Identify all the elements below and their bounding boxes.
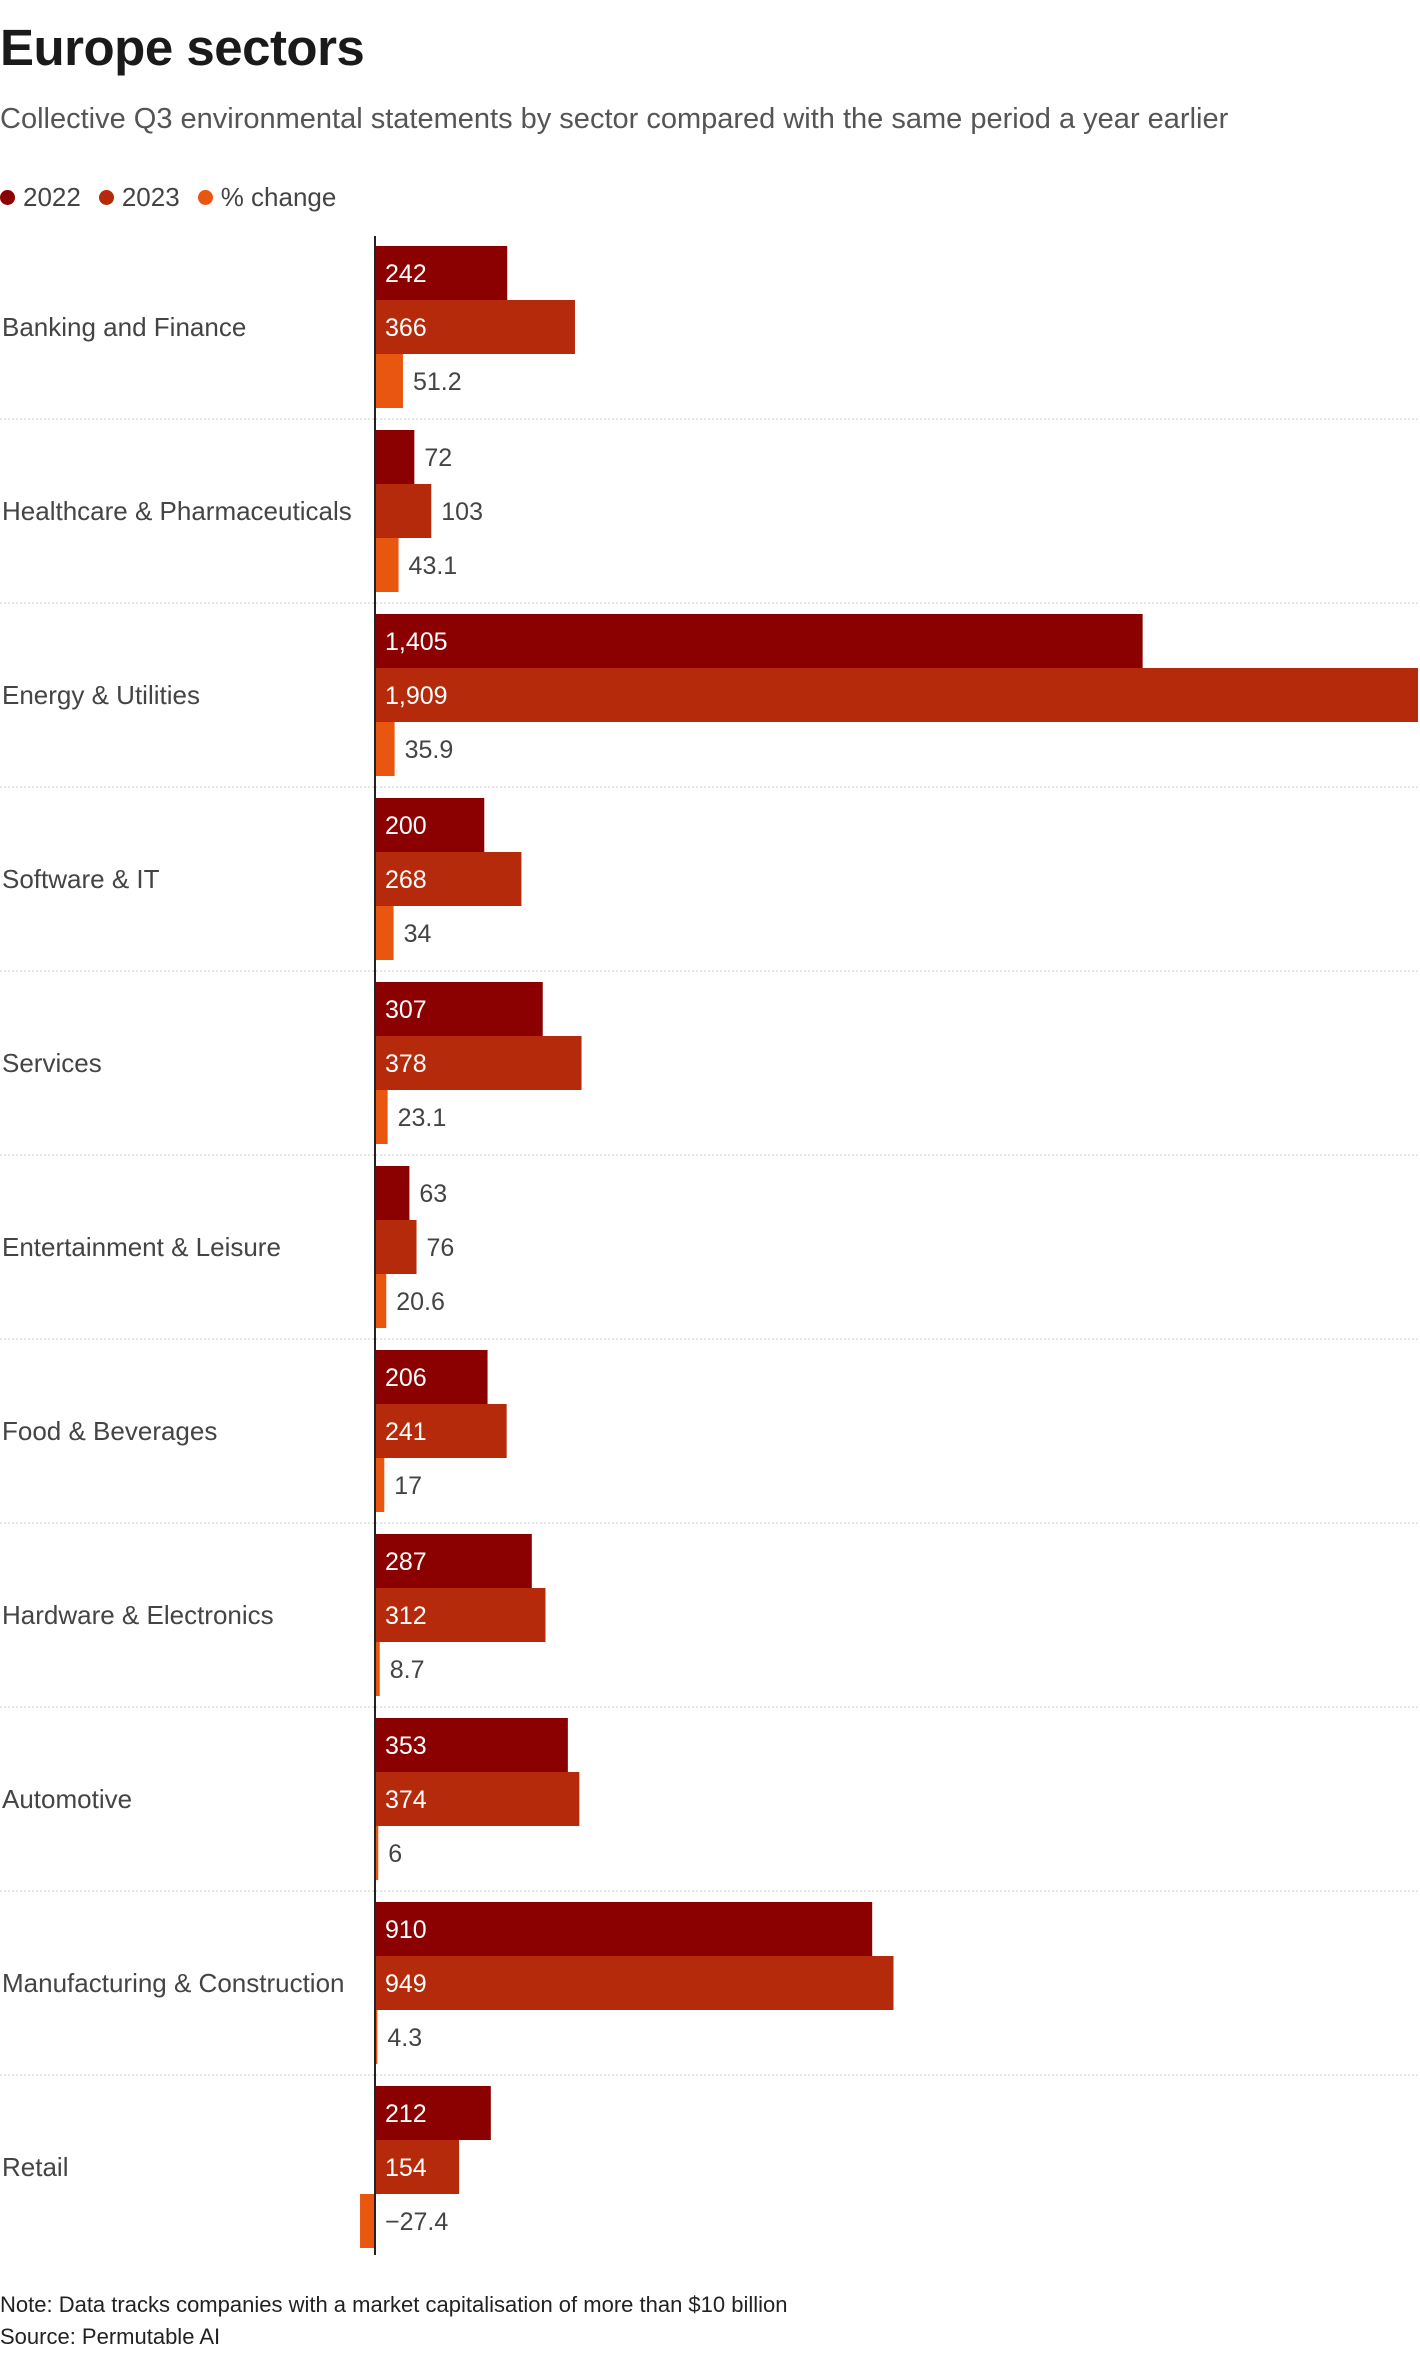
- data-label-2023-software-it: 268: [385, 866, 427, 894]
- legend: 2022 2023 % change: [0, 182, 336, 213]
- data-label-2022-automotive: 353: [385, 1732, 427, 1760]
- bar-2022-energy-utilities: [375, 614, 1143, 668]
- bar-2023-manufacturing-construction: [375, 1956, 894, 2010]
- legend-item-2022: 2022: [0, 182, 81, 213]
- legend-swatch-pct-change: [197, 190, 213, 205]
- category-label-software-it: Software & IT: [2, 864, 160, 894]
- bar-2023-hardware-electronics: [375, 1588, 546, 1642]
- bar-2023-food-beverages: [375, 1404, 507, 1458]
- data-label-2023-food-beverages: 241: [385, 1418, 427, 1446]
- data-label-2023-automotive: 374: [385, 1786, 427, 1814]
- category-label-services: Services: [2, 1048, 102, 1078]
- data-label-2022-entertainment-leisure: 63: [419, 1180, 447, 1208]
- bar-2022-hardware-electronics: [375, 1534, 532, 1588]
- chart-note: Note: Data tracks companies with a marke…: [0, 2292, 788, 2317]
- bar-2022-manufacturing-construction: [375, 1902, 873, 1956]
- bar-change-banking-and-finance: [375, 354, 403, 408]
- data-label-2022-hardware-electronics: 287: [385, 1548, 427, 1576]
- category-label-entertainment-leisure: Entertainment & Leisure: [2, 1232, 281, 1262]
- bar-2023-entertainment-leisure: [375, 1220, 417, 1274]
- chart-subtitle: Collective Q3 environmental statements b…: [0, 103, 1229, 135]
- data-label-change-energy-utilities: 35.9: [405, 736, 454, 764]
- chart-title: Europe sectors: [0, 19, 365, 76]
- bar-chart: Banking and Finance 242 366 51.2 Healthcare …: [0, 236, 1420, 2255]
- data-label-change-software-it: 34: [404, 920, 432, 948]
- data-label-change-food-beverages: 17: [394, 1472, 422, 1500]
- category-label-retail: Retail: [2, 2152, 68, 2182]
- bar-2022-food-beverages: [375, 1350, 488, 1404]
- data-label-2023-services: 378: [385, 1050, 427, 1078]
- data-label-2023-hardware-electronics: 312: [385, 1602, 427, 1630]
- data-label-change-entertainment-leisure: 20.6: [396, 1288, 445, 1316]
- bar-2022-entertainment-leisure: [375, 1166, 410, 1220]
- bar-2022-software-it: [375, 798, 485, 852]
- category-label-banking-and-finance: Banking and Finance: [2, 312, 246, 342]
- data-label-change-services: 23.1: [398, 1104, 447, 1132]
- data-label-change-manufacturing-construction: 4.3: [387, 2024, 422, 2052]
- category-label-automotive: Automotive: [2, 1784, 132, 1814]
- legend-item-2023: 2023: [98, 182, 180, 213]
- bar-change-automotive: [375, 1826, 379, 1880]
- data-label-change-banking-and-finance: 51.2: [413, 368, 462, 396]
- bar-2023-services: [375, 1036, 582, 1090]
- bar-2022-automotive: [375, 1718, 568, 1772]
- data-label-2023-banking-and-finance: 366: [385, 314, 427, 342]
- data-label-change-healthcare-pharmaceuticals: 43.1: [409, 552, 458, 580]
- bar-change-hardware-electronics: [375, 1642, 380, 1696]
- bar-2022-retail: [375, 2086, 491, 2140]
- bar-2023-energy-utilities: [375, 668, 1418, 722]
- data-label-change-hardware-electronics: 8.7: [390, 1656, 425, 1684]
- legend-label-2022: 2022: [23, 182, 81, 212]
- category-label-food-beverages: Food & Beverages: [2, 1416, 217, 1446]
- legend-item-pct-change: % change: [197, 182, 337, 213]
- bar-change-retail: [360, 2194, 375, 2248]
- bar-2022-healthcare-pharmaceuticals: [375, 430, 415, 484]
- data-label-2022-banking-and-finance: 242: [385, 260, 427, 288]
- data-label-2022-retail: 212: [385, 2100, 427, 2128]
- data-label-2022-manufacturing-construction: 910: [385, 1916, 427, 1944]
- bar-change-software-it: [375, 906, 394, 960]
- bar-2022-banking-and-finance: [375, 246, 508, 300]
- legend-label-pct-change: % change: [220, 182, 337, 212]
- bar-2023-banking-and-finance: [375, 300, 575, 354]
- data-label-2023-manufacturing-construction: 949: [385, 1970, 427, 1998]
- legend-swatch-2023: [98, 190, 114, 205]
- data-label-2022-energy-utilities: 1,405: [385, 628, 448, 656]
- legend-label-2023: 2023: [121, 182, 180, 212]
- bar-change-entertainment-leisure: [375, 1274, 387, 1328]
- data-label-2023-healthcare-pharmaceuticals: 103: [441, 498, 483, 526]
- legend-swatch-2022: [0, 190, 15, 205]
- bar-change-energy-utilities: [375, 722, 395, 776]
- data-label-change-automotive: 6: [388, 1840, 402, 1868]
- bar-change-services: [375, 1090, 388, 1144]
- data-label-2022-software-it: 200: [385, 812, 427, 840]
- data-label-2022-food-beverages: 206: [385, 1364, 427, 1392]
- bar-2022-services: [375, 982, 543, 1036]
- data-label-2023-entertainment-leisure: 76: [427, 1234, 455, 1262]
- bar-change-manufacturing-construction: [375, 2010, 378, 2064]
- bar-2023-retail: [375, 2140, 460, 2194]
- data-label-2022-services: 307: [385, 996, 427, 1024]
- bar-change-food-beverages: [375, 1458, 385, 1512]
- chart-source: Source: Permutable AI: [0, 2324, 221, 2349]
- bar-2023-healthcare-pharmaceuticals: [375, 484, 432, 538]
- category-label-healthcare-pharmaceuticals: Healthcare & Pharmaceuticals: [2, 496, 352, 526]
- data-label-2023-energy-utilities: 1,909: [385, 682, 448, 710]
- category-label-hardware-electronics: Hardware & Electronics: [2, 1600, 274, 1630]
- data-label-2023-retail: 154: [385, 2154, 427, 2182]
- data-label-2022-healthcare-pharmaceuticals: 72: [424, 444, 452, 472]
- category-label-energy-utilities: Energy & Utilities: [2, 680, 200, 710]
- data-label-change-retail: −27.4: [385, 2208, 448, 2236]
- bar-2023-software-it: [375, 852, 522, 906]
- bar-2023-automotive: [375, 1772, 580, 1826]
- bar-change-healthcare-pharmaceuticals: [375, 538, 399, 592]
- category-label-manufacturing-construction: Manufacturing & Construction: [2, 1968, 345, 1998]
